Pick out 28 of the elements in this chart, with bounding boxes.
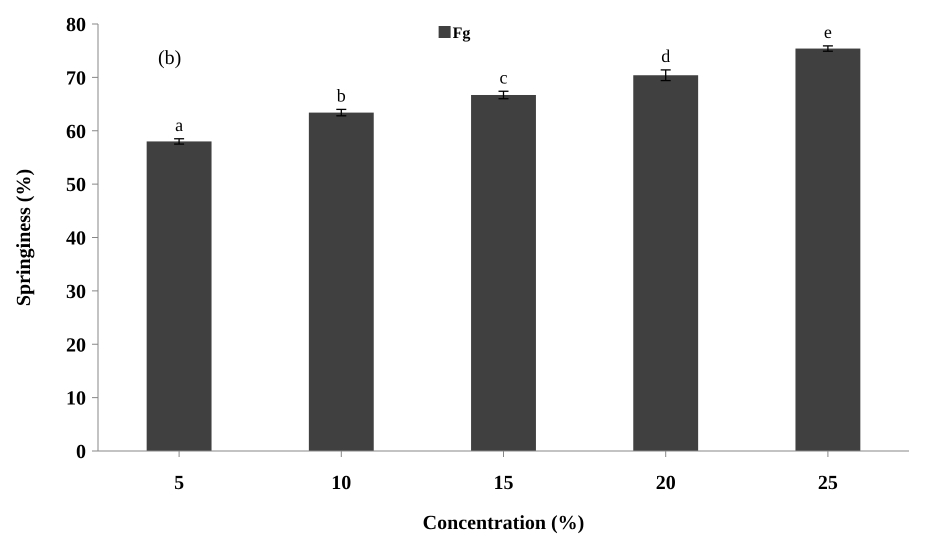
annotation: d [661, 46, 670, 66]
x-tick-label: 5 [174, 472, 184, 494]
y-axis-title: Springiness (%) [13, 168, 35, 306]
x-tick-label: 10 [331, 472, 352, 494]
bar [146, 141, 212, 451]
x-tick-label: 25 [818, 472, 838, 494]
annotation: c [500, 67, 508, 88]
annotation: b [336, 85, 346, 106]
bar [308, 112, 374, 451]
x-tick-label: 15 [494, 472, 514, 494]
legend-label: Fg [452, 25, 470, 42]
annotation: e [824, 22, 832, 42]
y-tick-label: 60 [66, 120, 86, 143]
y-tick-label: 70 [66, 67, 86, 90]
bar [471, 94, 536, 451]
y-tick-label: 30 [66, 280, 86, 303]
y-tick-label: 80 [66, 14, 86, 36]
x-axis-title: Concentration (%) [422, 512, 584, 534]
annotation: (b) [158, 47, 182, 69]
y-tick-label: 0 [76, 441, 86, 463]
y-tick-label: 10 [66, 388, 86, 410]
y-tick-label: 40 [66, 228, 86, 250]
x-tick-label: 20 [656, 472, 676, 494]
annotation: a [175, 114, 184, 135]
bar [633, 75, 698, 451]
bar [795, 48, 860, 451]
y-tick-label: 50 [66, 174, 86, 196]
y-tick-label: 20 [66, 334, 86, 356]
